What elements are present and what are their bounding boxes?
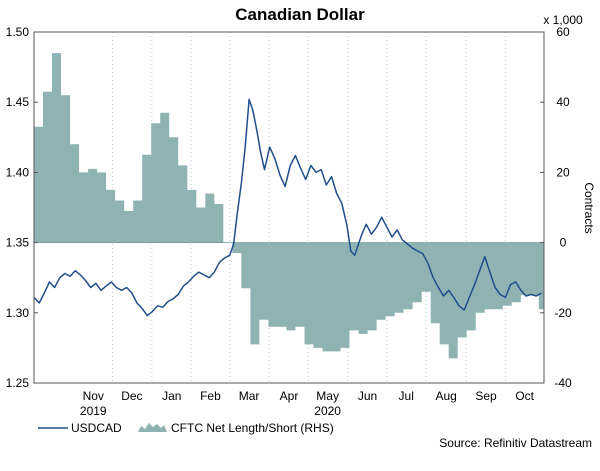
x-axis-ticks: Nov Dec Jan Feb Mar Apr May Jun Jul Aug Sep Oct 2019… xyxy=(80,389,535,418)
right-tick-label: 0 xyxy=(560,236,567,250)
x-tick-label: May xyxy=(316,389,339,403)
left-tick-label: 1.45 xyxy=(6,95,30,109)
legend-usdcad-label: USDCAD xyxy=(71,421,122,435)
plot-frame xyxy=(33,31,545,384)
right-axis-label: Contracts xyxy=(582,182,596,233)
legend: USDCAD CFTC Net Length/Short (RHS) xyxy=(38,421,334,435)
legend-cftc-label: CFTC Net Length/Short (RHS) xyxy=(171,421,334,435)
left-tick-label: 1.25 xyxy=(6,376,30,390)
x-tick-label: Jul xyxy=(399,389,414,403)
x-tick-label: Jun xyxy=(358,389,377,403)
x-tick-label: Dec xyxy=(121,389,142,403)
right-axis-unit: x 1,000 xyxy=(543,13,583,27)
x-tick-label: Sep xyxy=(475,389,497,403)
source-note: Source: Refinitiv Datastream xyxy=(439,436,592,450)
x-tick-label: Mar xyxy=(239,389,260,403)
left-axis-ticks: 1.25 1.30 1.35 1.40 1.45 1.50 xyxy=(6,25,38,390)
x-year-label: 2020 xyxy=(314,404,341,418)
legend-cftc-swatch xyxy=(138,423,167,432)
x-tick-label: Aug xyxy=(435,389,456,403)
left-tick-label: 1.50 xyxy=(6,25,30,39)
x-tick-label: Jan xyxy=(162,389,181,403)
right-tick-label: -40 xyxy=(554,376,572,390)
x-tick-label: Feb xyxy=(200,389,221,403)
right-tick-label: 20 xyxy=(556,165,570,179)
right-tick-label: -20 xyxy=(554,306,572,320)
cftc-area xyxy=(34,53,544,359)
x-year-label: 2019 xyxy=(80,404,107,418)
right-tick-label: 40 xyxy=(556,95,570,109)
x-tick-label: Apr xyxy=(280,389,299,403)
chart-title: Canadian Dollar xyxy=(235,5,365,24)
x-tick-label: Oct xyxy=(515,389,534,403)
cftc-area-layer xyxy=(34,53,544,359)
right-tick-label: 60 xyxy=(556,25,570,39)
right-axis-ticks: -40 -20 0 20 40 60 xyxy=(540,25,572,390)
left-tick-label: 1.30 xyxy=(6,306,30,320)
left-tick-label: 1.35 xyxy=(6,236,30,250)
usdcad-line-layer xyxy=(33,98,542,317)
x-tick-label: Nov xyxy=(83,389,104,403)
left-tick-label: 1.40 xyxy=(6,165,30,179)
usdcad-line xyxy=(33,98,542,317)
